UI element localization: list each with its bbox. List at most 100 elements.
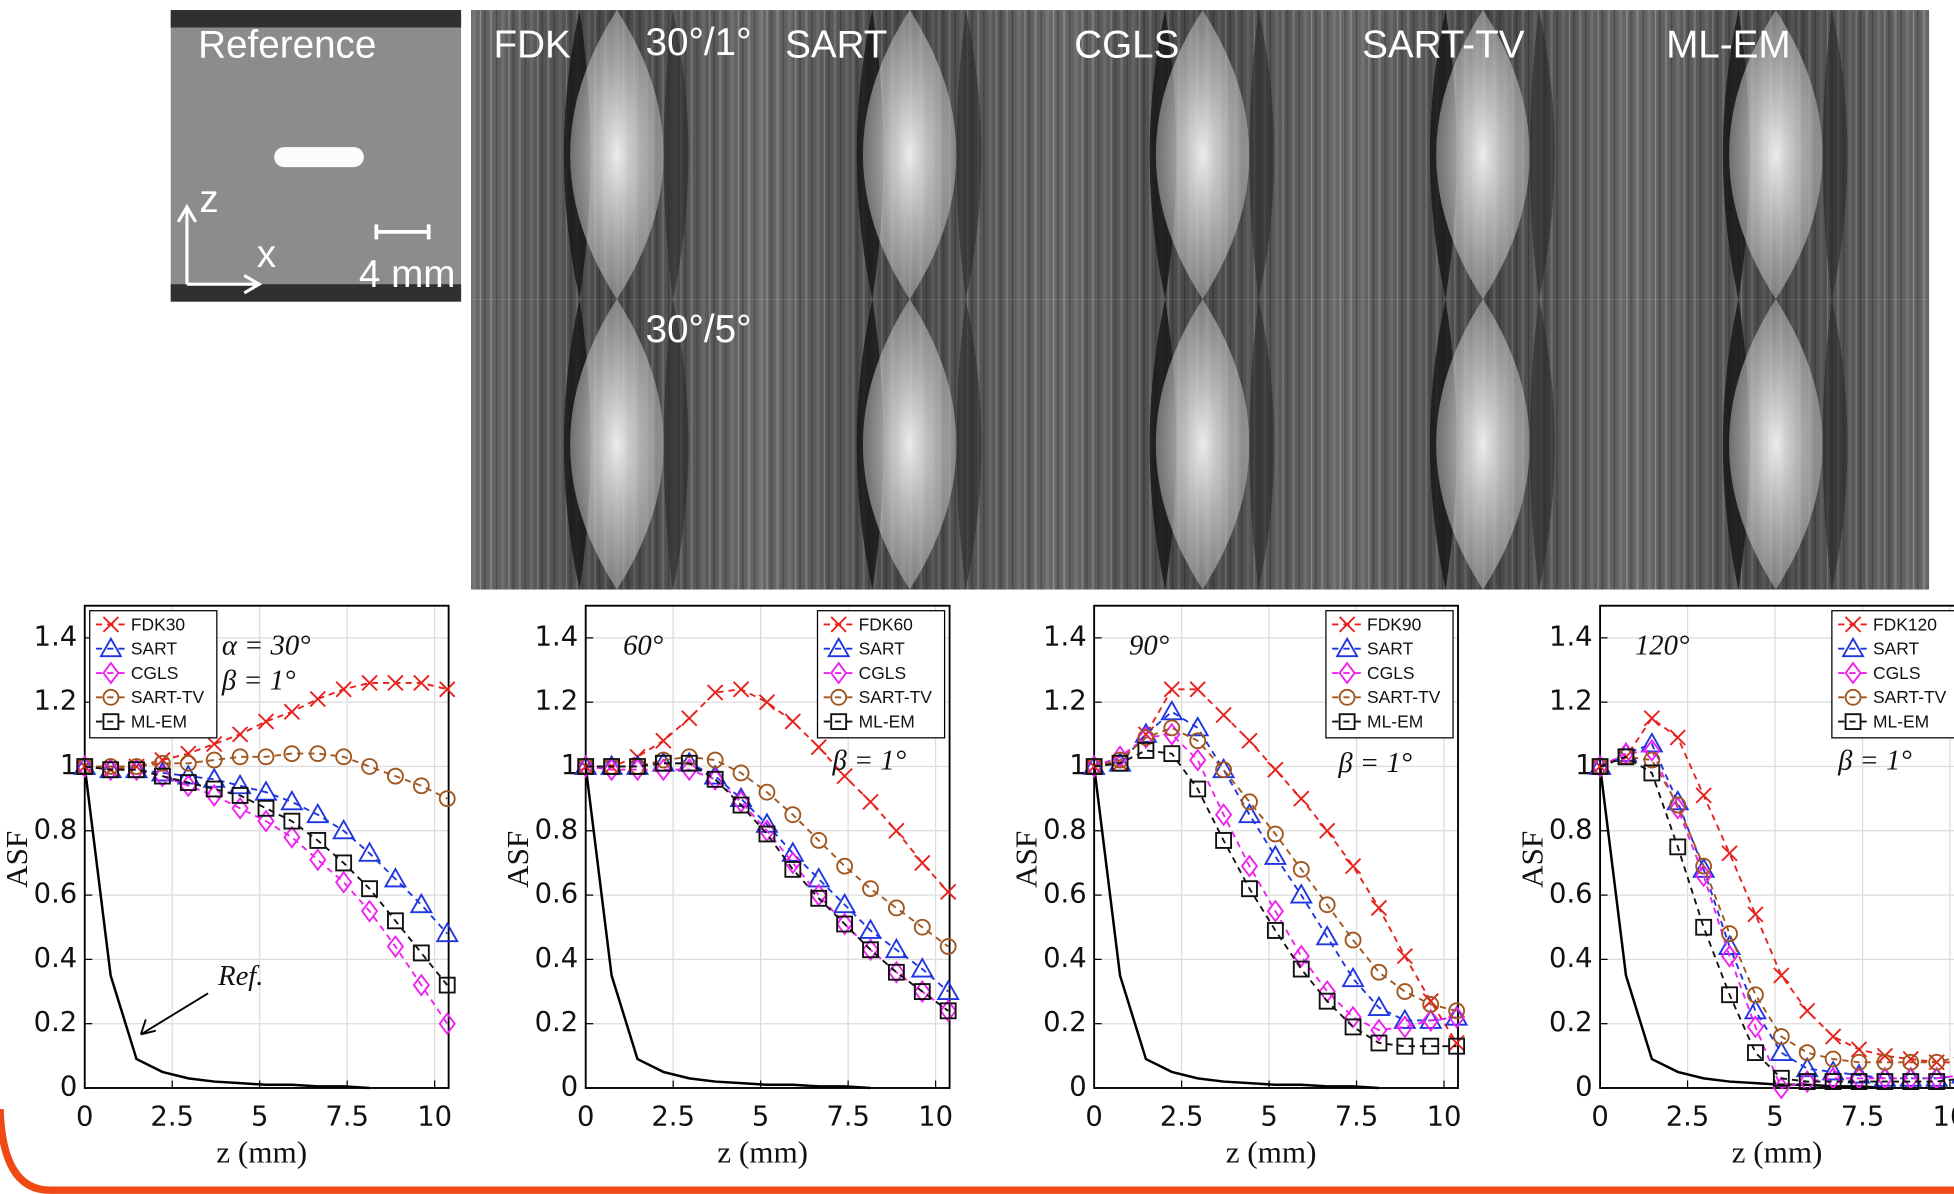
legend-label: CGLS (131, 663, 179, 683)
data-point (1772, 1028, 1790, 1045)
data-point (655, 732, 672, 749)
data-point (1292, 944, 1310, 968)
data-point (435, 921, 459, 943)
reference-line (1598, 766, 1885, 1090)
data-point (1824, 1050, 1842, 1068)
data-point (1289, 883, 1313, 904)
data-point (1186, 716, 1210, 737)
legend-label: SART-TV (1367, 687, 1441, 707)
data-point (862, 941, 879, 959)
y-tick-label: 0.4 (1043, 943, 1087, 974)
data-point (280, 789, 304, 811)
data-point (1669, 796, 1687, 814)
image-lens (570, 299, 664, 590)
x-tick-label: 7.5 (826, 1101, 870, 1132)
y-tick-label: 0.8 (1043, 814, 1087, 845)
y-axis-label: ASF (0, 831, 34, 888)
data-point (781, 841, 805, 862)
legend-marker (1338, 616, 1356, 633)
legend-label: SART (1873, 639, 1920, 659)
data-point (254, 780, 278, 801)
data-point (858, 918, 883, 939)
data-point (335, 681, 352, 698)
y-tick-label: 1.4 (34, 621, 78, 652)
data-point (1746, 1015, 1765, 1039)
data-point (1617, 748, 1635, 766)
data-point (1448, 1002, 1466, 1020)
data-point (1899, 1066, 1923, 1087)
column-label: SART (785, 24, 887, 67)
data-point (257, 713, 275, 730)
data-point (357, 841, 382, 862)
data-point (1266, 825, 1284, 843)
data-point (1772, 1076, 1790, 1100)
data-point (629, 758, 646, 775)
data-point (205, 751, 223, 769)
data-point (1137, 726, 1155, 750)
plot-frame (1093, 604, 1459, 1089)
legend-marker (1844, 661, 1862, 685)
y-tick-label: 1.4 (535, 621, 579, 652)
x-tick-label: 2.5 (1160, 1101, 1204, 1132)
data-point (102, 761, 120, 779)
series-line (1599, 755, 1954, 1083)
data-point (1928, 1053, 1946, 1071)
annotation: β = 1° (1837, 744, 1912, 776)
data-point (1163, 681, 1180, 698)
data-point (412, 973, 430, 997)
reference-line (584, 766, 871, 1090)
data-point (283, 703, 301, 720)
data-point (603, 758, 621, 775)
data-point (360, 899, 379, 923)
legend-label: ML-EM (859, 711, 915, 731)
data-point (887, 899, 905, 917)
data-point (681, 710, 698, 727)
legend-label: ML-EM (131, 711, 187, 731)
data-point (1850, 1041, 1868, 1058)
data-point (1643, 710, 1661, 727)
data-point (1370, 963, 1388, 981)
data-point (1263, 844, 1287, 865)
column-label: CGLS (1074, 24, 1179, 67)
data-point (1850, 1053, 1868, 1071)
x-tick-label: 0 (1085, 1101, 1102, 1132)
data-point (231, 748, 249, 766)
legend-label: SART (859, 639, 906, 659)
data-point (179, 774, 197, 798)
y-tick-label: 0 (60, 1071, 77, 1102)
legend-marker (827, 636, 851, 658)
y-tick-label: 0.2 (535, 1007, 579, 1038)
y-tick-label: 0.2 (1549, 1007, 1593, 1038)
data-point (1189, 748, 1207, 772)
series-line (1094, 688, 1458, 1044)
data-point (1902, 1050, 1919, 1068)
legend-marker (1335, 636, 1359, 658)
data-point (386, 934, 405, 959)
data-point (387, 912, 404, 930)
data-point (1189, 732, 1207, 750)
image-labels: Reference z x 4 mm FDK 30°/1° 30°/5° SAR… (198, 21, 1790, 351)
reference-image (170, 10, 462, 302)
data-point (1669, 729, 1686, 746)
data-point (1315, 925, 1339, 946)
image-dark-edge (956, 10, 982, 300)
data-point (784, 860, 802, 878)
chart: 0 2.5 5 7.5 10 0 0.2 0.4 0.6 0.8 1 1.2 1.4 z (mm) ASF F… (1514, 604, 1954, 1169)
data-point (283, 745, 301, 762)
data-point (1640, 732, 1664, 753)
y-tick-label: 0 (1575, 1071, 1592, 1102)
legend-marker (830, 713, 848, 731)
series-line (84, 765, 448, 986)
data-point (1189, 780, 1207, 798)
legend-box (1325, 610, 1454, 739)
data-point (387, 674, 404, 692)
data-point (283, 825, 301, 849)
data-point (1721, 925, 1738, 943)
data-point (228, 773, 252, 795)
legend-marker (1338, 688, 1356, 706)
data-point (758, 694, 776, 711)
y-tick-label: 1.2 (1549, 686, 1593, 717)
legend-label: CGLS (1873, 663, 1921, 683)
data-point (680, 758, 698, 782)
